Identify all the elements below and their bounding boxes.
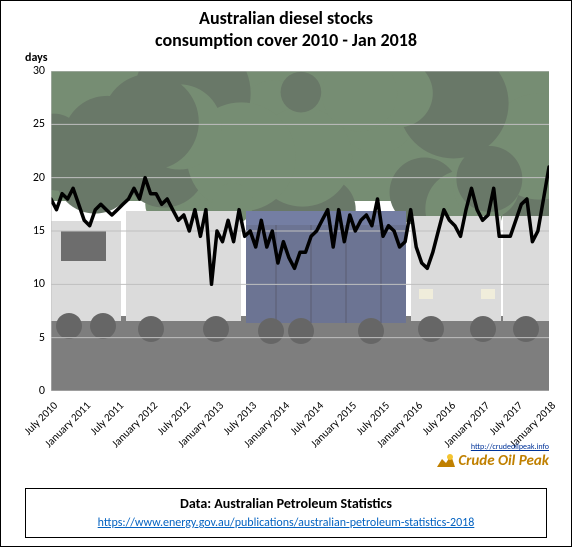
chart-frame: Australian diesel stocks consumption cov…: [0, 0, 572, 547]
y-tick-label: 5: [21, 331, 45, 345]
logo-text: Crude Oil Peak: [437, 452, 549, 470]
data-source-box: Data: Australian Petroleum Statistics ht…: [25, 488, 547, 538]
logo-url: http://crudeoilpeak.info: [437, 442, 549, 452]
sun-icon: [437, 453, 455, 467]
y-tick-label: 30: [21, 64, 45, 78]
data-source-link[interactable]: https://www.energy.gov.au/publications/a…: [98, 516, 475, 530]
site-logo: http://crudeoilpeak.info Crude Oil Peak: [437, 442, 549, 470]
y-tick-label: 15: [21, 224, 45, 238]
axis-lines: [51, 71, 549, 391]
title-line-2: consumption cover 2010 - Jan 2018: [1, 29, 571, 51]
y-axis-ticks: 051015202530: [21, 71, 49, 391]
title-line-1: Australian diesel stocks: [1, 7, 571, 29]
chart-title: Australian diesel stocks consumption cov…: [1, 1, 571, 51]
y-tick-label: 20: [21, 171, 45, 185]
data-source-label: Data: Australian Petroleum Statistics: [32, 495, 540, 512]
y-tick-label: 10: [21, 277, 45, 291]
y-tick-label: 0: [21, 384, 45, 398]
plot-area: [51, 71, 549, 391]
y-tick-label: 25: [21, 117, 45, 131]
y-axis-title: days: [25, 51, 48, 65]
